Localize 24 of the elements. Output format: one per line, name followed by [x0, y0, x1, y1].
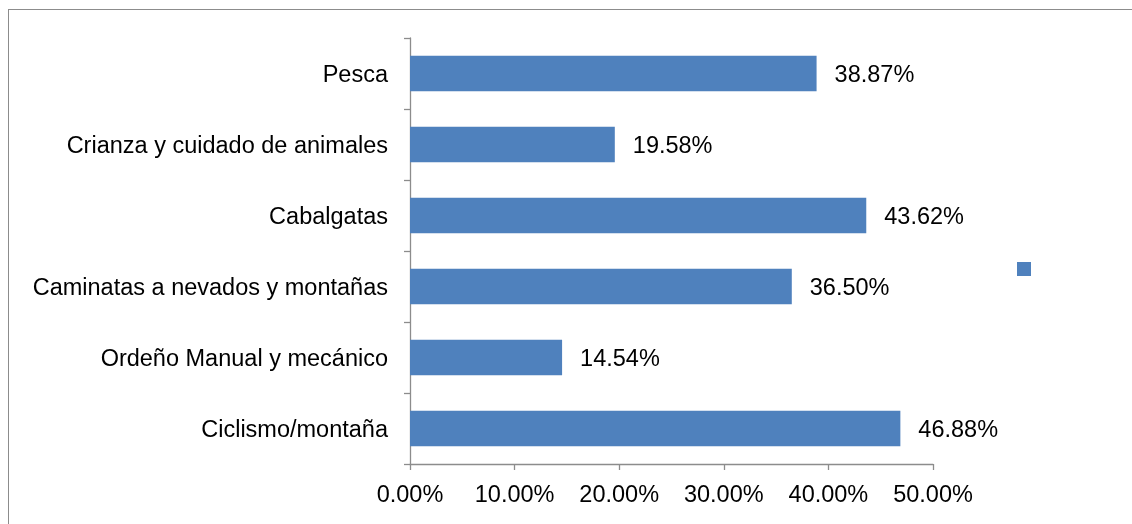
bar	[410, 55, 817, 92]
data-label: 14.54%	[580, 344, 660, 371]
bar	[410, 339, 563, 376]
x-tick-label: 0.00%	[376, 481, 444, 507]
x-tick-label: 30.00%	[683, 481, 764, 507]
bar	[410, 268, 792, 305]
data-label: 36.50%	[809, 273, 890, 300]
x-tick-label: 10.00%	[474, 481, 555, 507]
x-tick-label: 40.00%	[788, 481, 869, 507]
bar	[410, 197, 867, 234]
x-tick-label: 50.00%	[893, 481, 973, 507]
bar	[410, 126, 615, 163]
data-label: 46.88%	[918, 415, 999, 442]
data-label: 19.58%	[632, 131, 713, 158]
y-tick-label: Crianza y cuidado de animales	[66, 131, 388, 158]
y-tick-label: Ordeño Manual y mecánico	[100, 344, 388, 371]
data-label: 38.87%	[834, 60, 915, 87]
data-label: 43.62%	[884, 202, 965, 229]
y-tick-label: Caminatas a nevados y montañas	[32, 273, 388, 300]
bar	[410, 410, 901, 447]
y-tick-label: Cabalgatas	[269, 202, 388, 229]
y-tick-label: Ciclismo/montaña	[201, 415, 389, 442]
x-tick-label: 20.00%	[579, 481, 660, 507]
y-tick-label: Pesca	[322, 60, 389, 87]
